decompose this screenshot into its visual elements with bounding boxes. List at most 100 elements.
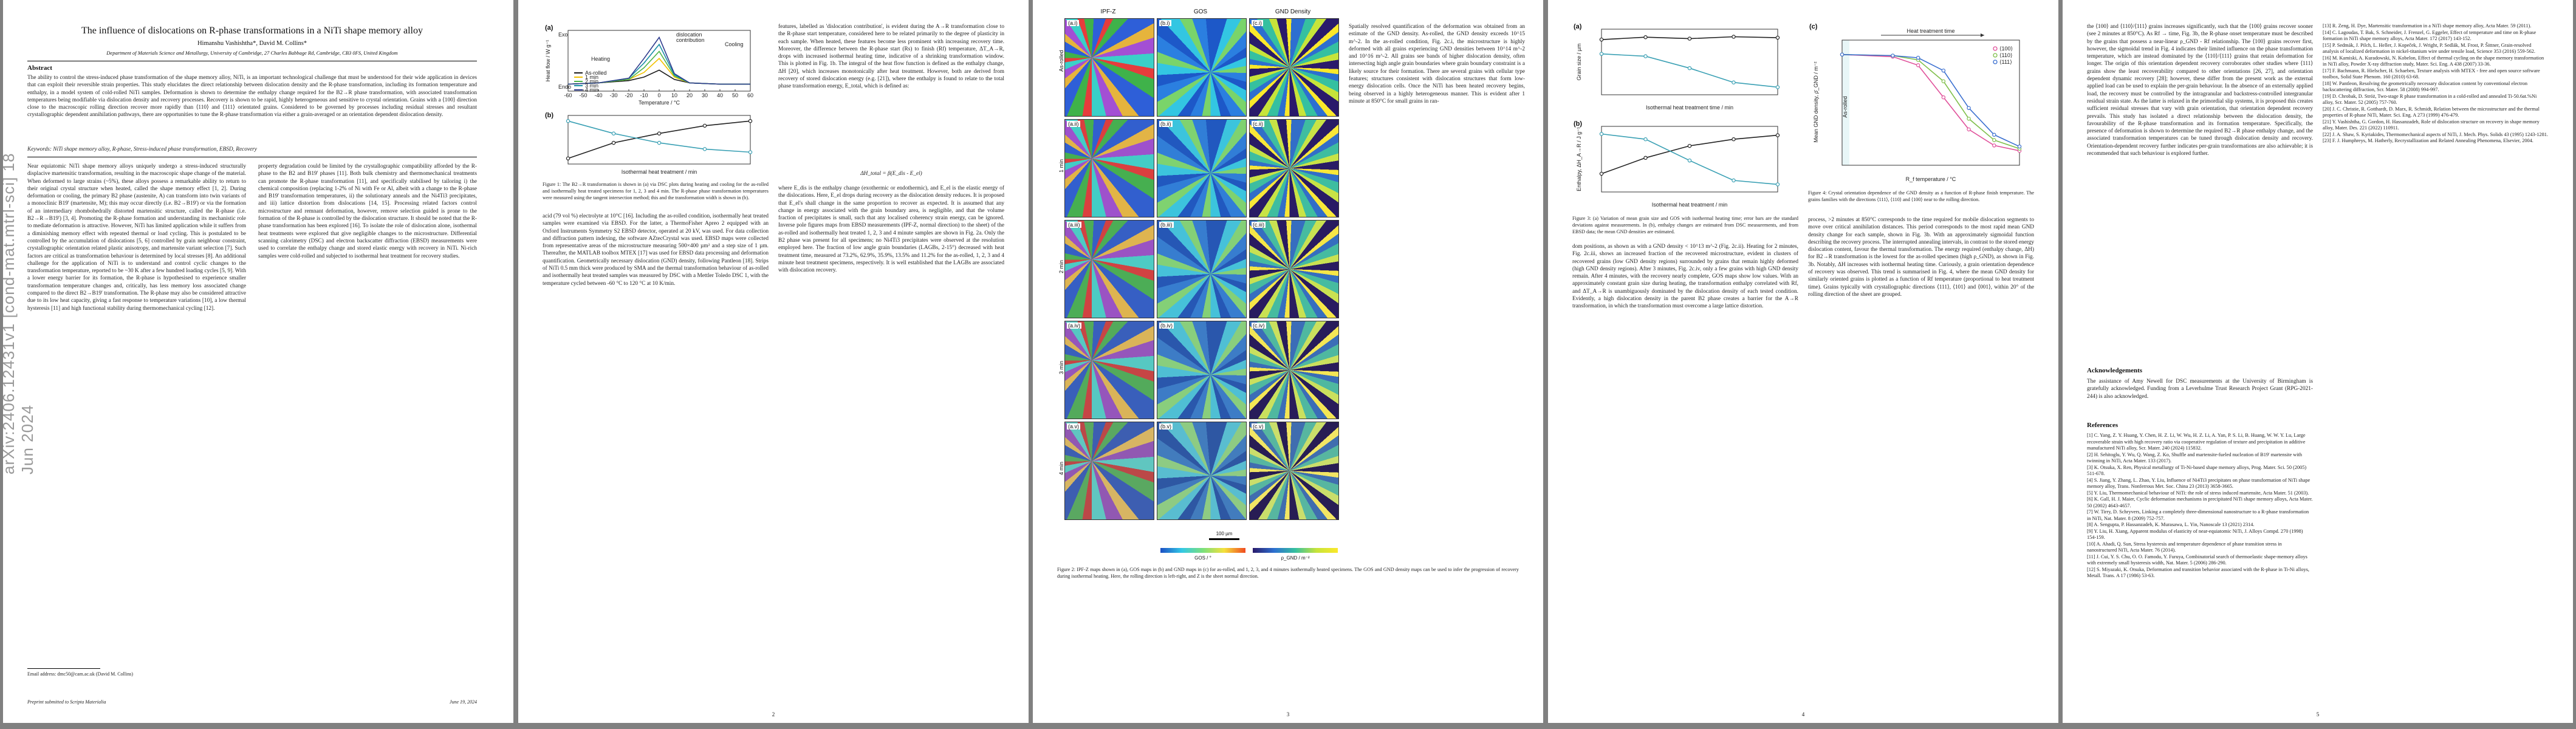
panel-label: (a) bbox=[545, 24, 553, 32]
body-column-left: dom positions, as shown as with a GND de… bbox=[1572, 244, 1798, 310]
gos-colorbar-label: GOS / ° bbox=[1194, 555, 1211, 561]
body-column-right: process, >2 minutes at 850°C corresponds… bbox=[1808, 217, 2034, 298]
transformation-temperature-chart: Isothermal heat treatment / min bbox=[566, 115, 753, 175]
map-label: (c.iii) bbox=[1252, 222, 1266, 228]
data-point bbox=[1687, 66, 1692, 70]
data-point bbox=[1941, 68, 1946, 73]
affiliation: Department of Materials Science and Meta… bbox=[106, 50, 398, 56]
y-axis-label: Grain size / µm bbox=[1576, 44, 1582, 81]
x-tick-label: -50 bbox=[579, 92, 587, 98]
x-tick-label: -20 bbox=[625, 92, 632, 98]
data-point bbox=[1775, 182, 1780, 187]
ebsd-map: (c.ii) bbox=[1249, 119, 1339, 217]
footnote-email: Email address: dmc50@cam.ac.uk (David M.… bbox=[27, 671, 133, 677]
x-tick-label: -60 bbox=[564, 92, 572, 98]
x-axis-label: Isothermal heat treatment / min bbox=[622, 169, 697, 175]
preprint-date: June 19, 2024 bbox=[449, 699, 477, 705]
row-label: 2 min bbox=[1058, 259, 1064, 273]
legend-marker bbox=[1993, 46, 1998, 51]
data-point bbox=[611, 140, 616, 145]
legend-marker bbox=[1993, 53, 1998, 58]
body-column-right-cont: where E_dis is the enthalpy change (exot… bbox=[778, 185, 1004, 274]
body-column-right: features, labelled as 'dislocation contr… bbox=[778, 24, 1004, 90]
column-head-gos: GOS bbox=[1193, 9, 1208, 15]
figure-4: (c) R_f temperature / °C Mean GND density… bbox=[1808, 22, 2034, 185]
legend-label: ⟨111⟩ bbox=[1999, 59, 2012, 65]
map-label: (c.i) bbox=[1252, 20, 1263, 26]
x-axis-label: Isothermal heat treatment / min bbox=[1652, 202, 1728, 208]
arrow-head bbox=[1981, 33, 1984, 37]
map-label: (c.iv) bbox=[1252, 323, 1266, 329]
data-point bbox=[1941, 95, 1946, 100]
panel-label: (b) bbox=[545, 112, 554, 119]
data-point bbox=[1687, 36, 1692, 41]
legend-label: As-rolled bbox=[585, 70, 607, 76]
data-point bbox=[1643, 54, 1648, 58]
data-point bbox=[1599, 132, 1604, 136]
authors: Himanshu Vashishtha*, David M. Collins* bbox=[197, 40, 307, 47]
footnote-rule bbox=[27, 668, 100, 669]
ebsd-map: (c.i) bbox=[1249, 18, 1339, 117]
legend-label: ⟨100⟩ bbox=[1999, 46, 2013, 52]
legend-label: ⟨110⟩ bbox=[1999, 52, 2012, 58]
series-line-0 bbox=[567, 120, 751, 159]
ebsd-map: (a.ii) bbox=[1064, 119, 1154, 217]
legend-label: 4 min bbox=[585, 87, 598, 93]
x-tick-label: 60 bbox=[747, 92, 753, 98]
abstract-heading: Abstract bbox=[27, 64, 52, 72]
gnd-vs-rf-chart: R_f temperature / °C Mean GND density, ρ̄… bbox=[1813, 28, 2022, 182]
x-tick-label: -30 bbox=[609, 92, 617, 98]
gnd-colorbar bbox=[1253, 548, 1338, 553]
body-column-left: Near equiatomic NiTi shape memory alloys… bbox=[27, 163, 246, 312]
data-point bbox=[748, 150, 753, 154]
gnd-colorbar-label: ρ_GND / m⁻² bbox=[1281, 555, 1310, 561]
data-point bbox=[2017, 144, 2022, 149]
x-tick-label: 0 bbox=[657, 92, 660, 98]
data-point bbox=[1643, 156, 1648, 160]
figure-1b: (b) Isothermal heat treatment / min bbox=[543, 109, 769, 177]
data-point bbox=[1732, 80, 1736, 84]
data-point bbox=[1732, 137, 1736, 142]
ebsd-map: (b.v) bbox=[1157, 422, 1247, 520]
data-point bbox=[1775, 35, 1780, 40]
map-label: (c.v) bbox=[1252, 423, 1265, 430]
figure-3-caption: Figure 3: (a) Variation of mean grain si… bbox=[1572, 216, 1798, 234]
column-head-ipf: IPF-Z bbox=[1100, 9, 1116, 15]
data-point bbox=[1732, 35, 1736, 39]
data-point bbox=[1992, 138, 1996, 142]
map-label: (b.v) bbox=[1159, 423, 1173, 430]
data-point bbox=[1775, 85, 1780, 89]
data-point bbox=[1775, 133, 1780, 137]
plot-frame bbox=[1601, 126, 1778, 193]
map-label: (b.iv) bbox=[1159, 323, 1174, 329]
x-axis-label: R_f temperature / °C bbox=[1906, 176, 1956, 182]
data-point bbox=[1599, 37, 1604, 42]
exo-label: Exo bbox=[558, 32, 568, 38]
row-label: 1 min bbox=[1058, 159, 1064, 173]
figure-1-caption: Figure 1: The B2→R transformation is sho… bbox=[543, 182, 769, 200]
ebsd-map: (c.v) bbox=[1249, 422, 1339, 520]
data-point bbox=[566, 156, 570, 160]
data-point bbox=[1599, 171, 1604, 176]
panel-label: (c) bbox=[1809, 23, 1818, 30]
series-line-0 bbox=[1841, 54, 2020, 151]
y-axis-label: Mean GND density, ρ̄_GND / m⁻² bbox=[1813, 61, 1819, 142]
preprint-note: Preprint submitted to Scripta Materialia bbox=[27, 699, 106, 705]
legend-label: 1 min bbox=[585, 74, 598, 80]
ebsd-map: (c.iv) bbox=[1249, 321, 1339, 419]
series-line-1 bbox=[567, 120, 751, 153]
scale-bar bbox=[1209, 538, 1239, 540]
series-line-4 bbox=[567, 36, 750, 85]
references-list-left: [1] C. Yang, Z. Y. Huang, Y. Chen, H. Z.… bbox=[2087, 433, 2313, 578]
data-point bbox=[657, 140, 662, 145]
plot-frame bbox=[1601, 29, 1778, 95]
legend-marker bbox=[1993, 60, 1998, 64]
page-number: 3 bbox=[1286, 711, 1290, 717]
x-axis-label: Isothermal heat treatment time / min bbox=[1646, 104, 1733, 111]
x-tick-label: 10 bbox=[671, 92, 677, 98]
x-tick-label: 20 bbox=[687, 92, 693, 98]
ebsd-map: (a.iv) bbox=[1064, 321, 1154, 419]
row-label: 4 min bbox=[1058, 461, 1064, 475]
data-point bbox=[1967, 127, 1971, 132]
scale-bar-label: 100 µm bbox=[1216, 531, 1233, 536]
